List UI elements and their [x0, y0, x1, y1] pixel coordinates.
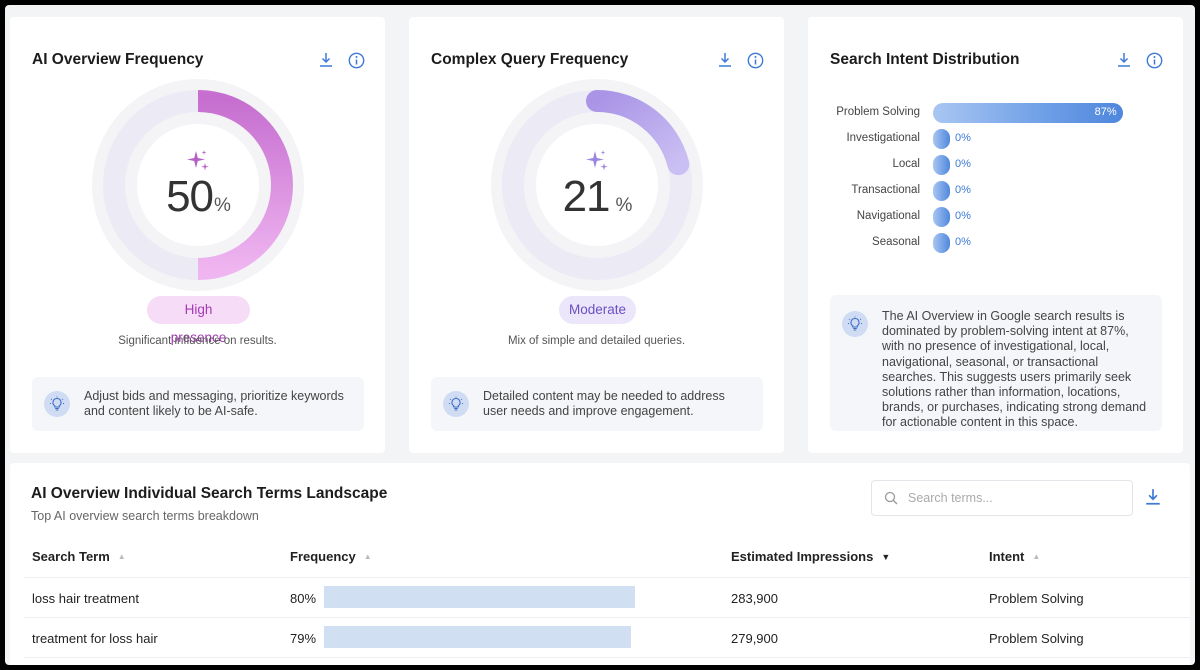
search-icon: [884, 491, 898, 505]
intent-bar: [933, 233, 950, 253]
intent-value: 0%: [955, 158, 971, 170]
intent-label: Local: [892, 158, 921, 170]
intent-label: Transactional: [851, 184, 920, 196]
intent-label: Navigational: [856, 210, 920, 222]
column-header-frequency[interactable]: Frequency ▲: [290, 549, 372, 564]
card-title: Search Intent Distribution: [830, 51, 1020, 68]
impressions-cell: 279,900: [731, 631, 778, 646]
intent-bar: [933, 181, 950, 201]
table-row[interactable]: treatment for loss hair 79% 279,900 Prob…: [24, 617, 1190, 657]
intent-value: 87%: [1094, 106, 1117, 118]
intent-cell: Problem Solving: [989, 591, 1084, 606]
status-badge: High presence: [147, 296, 250, 345]
sort-down-icon: ▼: [881, 551, 891, 562]
intent-label: Investigational: [846, 132, 920, 144]
frequency-bar: [324, 586, 636, 608]
intent-label: Seasonal: [872, 236, 920, 248]
download-icon[interactable]: [317, 51, 335, 69]
gauge-arc: [586, 90, 690, 176]
info-icon[interactable]: [347, 51, 365, 69]
lightbulb-icon: [44, 391, 70, 417]
table-row[interactable]: loss hair treatment 80% 283,900 Problem …: [24, 577, 1190, 617]
intent-bar: 87%: [933, 103, 1123, 123]
lightbulb-icon: [842, 311, 868, 337]
download-icon[interactable]: [716, 51, 734, 69]
panel-title: AI Overview Individual Search Terms Land…: [31, 485, 388, 502]
frequency-gauge: 50%: [92, 79, 304, 291]
frequency-cell: 80%: [290, 591, 317, 606]
column-header-search-term[interactable]: Search Term ▲: [32, 549, 126, 564]
panel-subtitle: Top AI overview search terms breakdown: [31, 509, 259, 523]
intent-value: 0%: [955, 236, 971, 248]
search-terms-landscape-panel: AI Overview Individual Search Terms Land…: [10, 463, 1190, 665]
recommendation-tip: Detailed content may be needed to addres…: [431, 377, 763, 431]
intent-bar: [933, 155, 950, 175]
intent-row: Local 0%: [808, 155, 1183, 175]
ai-overview-frequency-card: AI Overview Frequency: [10, 17, 385, 453]
search-input[interactable]: [908, 491, 1108, 505]
sort-up-icon: ▲: [117, 552, 126, 561]
frequency-value: 50%: [166, 172, 231, 221]
tip-text: Adjust bids and messaging, prioritize ke…: [84, 389, 344, 418]
search-intent-distribution-card: Search Intent Distribution Problem Solvi…: [808, 17, 1183, 453]
intent-row: Seasonal 0%: [808, 233, 1183, 253]
sort-up-icon: ▲: [1032, 552, 1041, 561]
gauge-arc: [197, 90, 293, 280]
intent-label: Problem Solving: [836, 106, 920, 118]
intent-value: 0%: [955, 210, 971, 222]
intent-value: 0%: [955, 132, 971, 144]
status-badge: Moderate: [559, 296, 636, 324]
intent-row: Problem Solving 87%: [808, 103, 1183, 123]
lightbulb-icon: [443, 391, 469, 417]
card-title: AI Overview Frequency: [32, 51, 204, 68]
sparkle-icon: [187, 150, 209, 171]
column-header-impressions[interactable]: Estimated Impressions ▼: [731, 549, 891, 564]
download-icon[interactable]: [1144, 488, 1162, 506]
impressions-cell: 283,900: [731, 591, 778, 606]
intent-summary: The AI Overview in Google search results…: [830, 295, 1162, 431]
download-icon[interactable]: [1115, 51, 1133, 69]
dashboard: AI Overview Frequency: [5, 5, 1195, 665]
intent-row: Investigational 0%: [808, 129, 1183, 149]
search-box[interactable]: [871, 480, 1133, 516]
tip-text: Detailed content may be needed to addres…: [483, 389, 725, 418]
intent-row: Transactional 0%: [808, 181, 1183, 201]
info-icon[interactable]: [746, 51, 764, 69]
intent-value: 0%: [955, 184, 971, 196]
column-header-intent[interactable]: Intent ▲: [989, 549, 1041, 564]
sort-up-icon: ▲: [363, 552, 372, 561]
frequency-bar: [324, 626, 632, 648]
intent-cell: Problem Solving: [989, 631, 1084, 646]
intent-bar: [933, 207, 950, 227]
card-subtext: Significant influence on results.: [118, 335, 277, 347]
recommendation-tip: Adjust bids and messaging, prioritize ke…: [32, 377, 364, 431]
card-subtext: Mix of simple and detailed queries.: [507, 335, 686, 347]
search-term-cell: treatment for loss hair: [32, 631, 158, 646]
info-icon[interactable]: [1145, 51, 1163, 69]
frequency-cell: 79%: [290, 631, 317, 646]
card-title: Complex Query Frequency: [431, 51, 629, 68]
frequency-gauge: 21%: [491, 79, 703, 291]
search-term-cell: loss hair treatment: [32, 591, 139, 606]
complex-query-frequency-card: Complex Query Frequency: [409, 17, 784, 453]
sparkle-icon: [586, 150, 608, 171]
intent-row: Navigational 0%: [808, 207, 1183, 227]
table-row: [24, 657, 1190, 665]
summary-text: The AI Overview in Google search results…: [882, 309, 1147, 430]
frequency-value: 21%: [562, 172, 633, 221]
intent-bar: [933, 129, 950, 149]
